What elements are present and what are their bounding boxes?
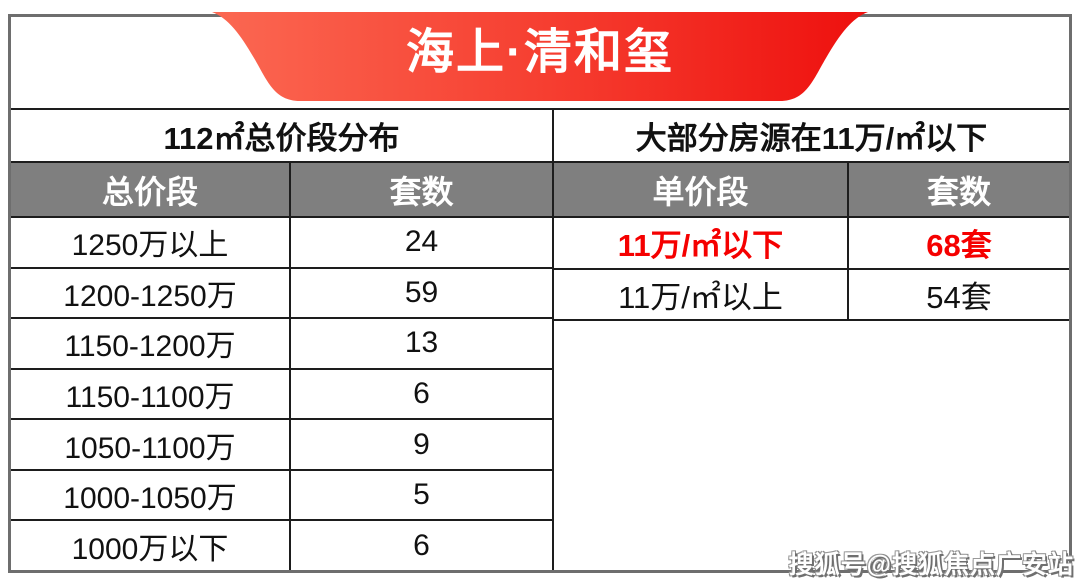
unit-count-cell: 68套 <box>926 228 992 264</box>
empty-cell-area <box>554 321 1069 371</box>
header-total-price-range: 总价段 <box>11 163 291 216</box>
unit-count-cell: 13 <box>404 326 439 360</box>
unit-count-cell: 54套 <box>926 280 992 316</box>
table-row: 1050-1100万 9 <box>11 420 552 471</box>
table-row: 1200-1250万 59 <box>11 268 552 320</box>
price-range-cell: 1200-1250万 <box>11 268 291 318</box>
table-row: 1150-1200万 13 <box>11 319 552 370</box>
unit-price-table: 11万/㎡以下 68套 11万/㎡以上 54套 <box>554 218 1069 570</box>
header-unit-count-right: 套数 <box>926 173 991 210</box>
left-section-title: 112㎡总价段分布 <box>11 110 554 161</box>
unit-count-cell: 9 <box>413 427 430 461</box>
header-unit-count-left: 套数 <box>389 173 454 210</box>
unit-count-cell: 6 <box>413 377 430 411</box>
table-row: 1000万以下 6 <box>11 521 552 571</box>
banner-row <box>11 17 1069 110</box>
price-range-cell: 1150-1200万 <box>11 319 291 368</box>
unit-count-cell: 24 <box>404 225 439 259</box>
unit-count-cell: 59 <box>404 275 439 309</box>
right-header-group: 单价段 套数 <box>554 163 1069 216</box>
empty-cell-area <box>554 421 1069 471</box>
price-range-cell: 1250万以上 <box>11 218 291 267</box>
unit-count-cell: 5 <box>413 478 430 512</box>
table-row: 1150-1100万 6 <box>11 369 552 421</box>
header-unit-price-range: 单价段 <box>554 163 849 216</box>
watermark-text: 搜狐号@搜狐焦点广安站 <box>788 551 1074 579</box>
unit-count-cell: 6 <box>413 528 430 562</box>
table-body: 1250万以上 24 1200-1250万 59 1150-1200万 13 1… <box>11 218 1069 571</box>
table-row: 1250万以上 24 <box>11 218 552 269</box>
table-row: 1000-1050万 5 <box>11 470 552 522</box>
price-range-cell: 1050-1100万 <box>11 420 291 469</box>
empty-cell-area <box>554 471 1069 521</box>
price-range-cell: 1000-1050万 <box>11 470 291 520</box>
total-price-table: 1250万以上 24 1200-1250万 59 1150-1200万 13 1… <box>11 218 554 571</box>
left-header-group: 总价段 套数 <box>11 163 554 216</box>
empty-cell-area <box>554 371 1069 421</box>
price-range-cell: 1150-1100万 <box>11 369 291 419</box>
section-title-row: 112㎡总价段分布 大部分房源在11万/㎡以下 <box>11 110 1069 163</box>
unit-price-range-cell: 11万/㎡以上 <box>554 269 849 320</box>
column-header-row: 总价段 套数 单价段 套数 <box>11 163 1069 218</box>
right-section-title: 大部分房源在11万/㎡以下 <box>635 121 988 156</box>
project-title: 海上·清和玺 <box>406 26 674 79</box>
table-row: 11万/㎡以上 54套 <box>554 269 1069 322</box>
ribbon-banner <box>212 12 868 101</box>
table-row-highlighted: 11万/㎡以下 68套 <box>554 218 1069 270</box>
price-range-cell: 1000万以下 <box>11 521 291 571</box>
price-distribution-table: 112㎡总价段分布 大部分房源在11万/㎡以下 总价段 套数 单价段 套数 12… <box>8 14 1072 573</box>
unit-price-range-cell: 11万/㎡以下 <box>554 218 849 268</box>
ribbon-shape <box>212 12 868 101</box>
